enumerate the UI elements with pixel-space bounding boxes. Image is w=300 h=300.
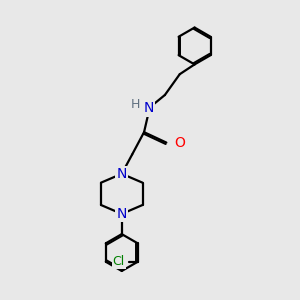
Text: H: H [131, 98, 140, 111]
Text: N: N [143, 101, 154, 116]
Text: Cl: Cl [113, 255, 125, 268]
Text: N: N [117, 167, 127, 181]
Text: O: O [174, 136, 185, 150]
Text: N: N [117, 207, 127, 221]
